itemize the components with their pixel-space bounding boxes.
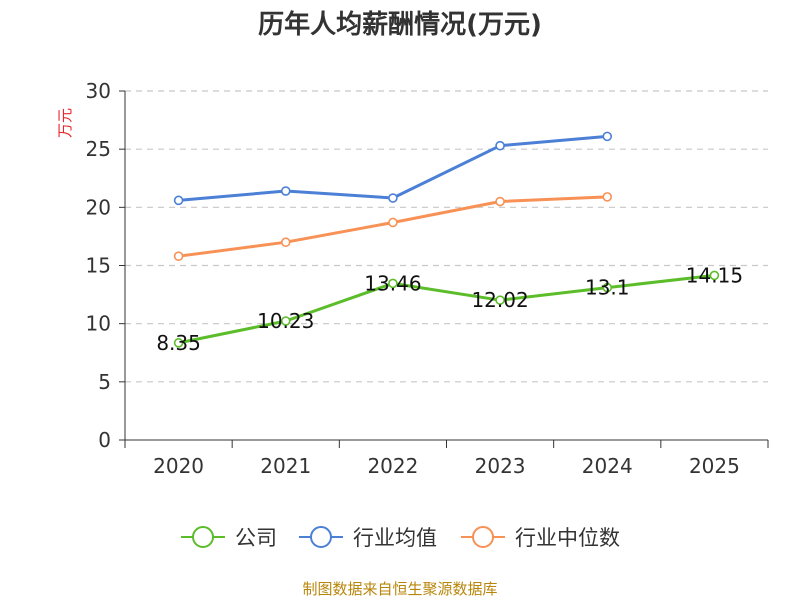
source-note: 制图数据来自恒生聚源数据库 xyxy=(302,580,497,598)
chart-title: 历年人均薪酬情况(万元) xyxy=(258,9,542,40)
legend: 公司 行业均值 行业中位数 xyxy=(181,526,620,550)
point-s0-2020 xyxy=(173,338,184,348)
grid-layer xyxy=(125,90,768,383)
legend-marker-0 xyxy=(192,526,214,548)
y-tick-label-15: 15 xyxy=(86,254,111,278)
x-tick-label-2020: 2020 xyxy=(153,454,204,478)
point-s0-2024 xyxy=(602,282,613,293)
x-tick-label-2022: 2022 xyxy=(367,454,418,478)
point-s1-2021 xyxy=(280,186,291,196)
point-s2-2020 xyxy=(173,251,184,261)
x-tick-label-2025: 2025 xyxy=(689,454,740,478)
data-label-2024: 13.1 xyxy=(585,276,630,300)
x-tick-label-2021: 2021 xyxy=(260,454,311,478)
data-label-layer: 8.35 10.23 13.46 12.02 13.1 14.15 xyxy=(156,263,743,354)
point-s0-2022 xyxy=(388,278,398,289)
legend-marker-2 xyxy=(472,526,494,548)
y-tick-label-30: 30 xyxy=(86,79,111,103)
data-label-2023: 12.02 xyxy=(471,288,528,312)
y-tick-label-20: 20 xyxy=(86,195,111,219)
legend-label-1: 行业均值 xyxy=(353,526,437,550)
series-line-1 xyxy=(178,134,608,202)
x-tick-label-2023: 2023 xyxy=(475,454,526,478)
point-s2-2023 xyxy=(495,196,505,207)
legend-label-0: 公司 xyxy=(235,526,277,550)
data-label-2025: 14.15 xyxy=(686,263,743,287)
point-s1-2023 xyxy=(495,140,505,151)
y-axis-unit: 万元 xyxy=(56,108,74,138)
point-s1-2024 xyxy=(602,131,613,142)
point-s2-2022 xyxy=(388,217,398,228)
legend-marker-1 xyxy=(310,526,332,548)
point-s2-2024 xyxy=(602,192,613,202)
x-tick-label-2024: 2024 xyxy=(582,454,633,478)
point-s2-2021 xyxy=(280,237,291,248)
point-s1-2020 xyxy=(173,195,184,206)
point-s0-2021 xyxy=(280,316,291,326)
data-label-2021: 10.23 xyxy=(257,309,314,333)
y-tick-label-25: 25 xyxy=(86,137,111,161)
y-tick-label-5: 5 xyxy=(98,370,111,394)
legend-label-2: 行业中位数 xyxy=(515,526,620,550)
data-label-2022: 13.46 xyxy=(364,271,421,295)
data-label-2020: 8.35 xyxy=(156,331,201,355)
y-tick-label-0: 0 xyxy=(98,428,111,452)
point-s0-2025 xyxy=(709,270,720,281)
y-tick-label-10: 10 xyxy=(86,312,111,336)
point-s1-2022 xyxy=(388,193,398,203)
series-layer xyxy=(173,131,720,348)
series-line-0 xyxy=(178,273,715,345)
point-s0-2023 xyxy=(495,295,505,305)
